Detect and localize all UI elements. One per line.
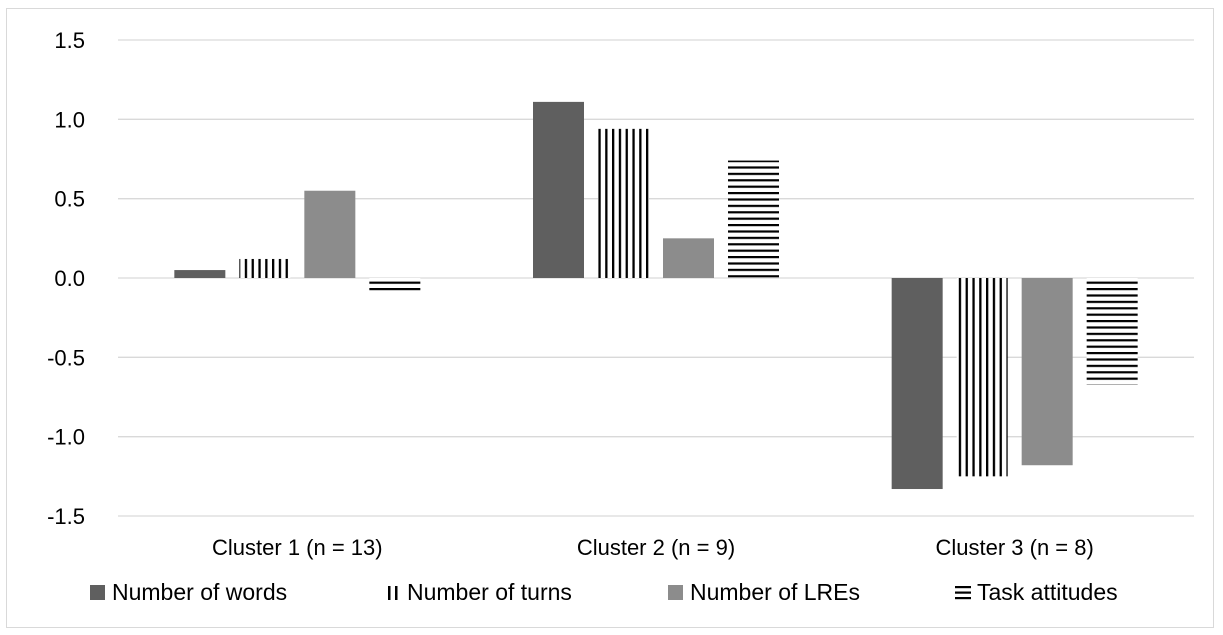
legend-item-task-attitudes: Task attitudes — [955, 579, 1118, 605]
bar-number-of-lres-cluster-1 — [304, 190, 356, 278]
bar-number-of-words-cluster-3 — [891, 278, 943, 490]
legend-item-number-of-words: Number of words — [90, 579, 287, 605]
bars — [174, 101, 1138, 490]
legend-item-number-of-lres: Number of LREs — [668, 579, 860, 605]
bar-number-of-turns-cluster-3 — [956, 278, 1008, 477]
legend-swatch — [90, 585, 105, 600]
x-category-label: Cluster 2 (n = 9) — [577, 535, 735, 560]
y-tick-label: 1.5 — [54, 28, 85, 53]
bar-number-of-lres-cluster-3 — [1021, 278, 1073, 466]
legend-swatch — [668, 585, 683, 600]
legend-item-number-of-turns: Number of turns — [388, 579, 572, 605]
legend-swatch — [955, 586, 971, 600]
chart-frame — [6, 8, 1214, 628]
x-axis-category-labels: Cluster 1 (n = 13) Cluster 2 (n = 9) Clust… — [212, 535, 1094, 560]
y-tick-label: 0.0 — [54, 266, 85, 291]
bar-number-of-lres-cluster-2 — [663, 238, 714, 278]
y-tick-label: -1.5 — [47, 504, 85, 529]
x-category-label: Cluster 1 (n = 13) — [212, 535, 383, 560]
legend-label: Number of turns — [407, 579, 572, 605]
y-tick-label: -0.5 — [47, 345, 85, 370]
legend: Number of words Number of turns Number of … — [90, 579, 1118, 605]
bar-number-of-words-cluster-1 — [174, 270, 226, 278]
legend-swatch — [388, 586, 398, 600]
bar-task-attitudes-cluster-1 — [369, 278, 421, 294]
legend-label: Task attitudes — [977, 579, 1118, 605]
gridlines — [118, 39, 1194, 517]
bar-number-of-turns-cluster-2 — [598, 128, 649, 278]
bar-number-of-words-cluster-2 — [533, 101, 584, 278]
y-tick-label: -1.0 — [47, 425, 85, 450]
legend-label: Number of LREs — [690, 579, 860, 605]
y-tick-label: 0.5 — [54, 187, 85, 212]
bar-task-attitudes-cluster-3 — [1086, 278, 1138, 385]
bar-task-attitudes-cluster-2 — [728, 160, 779, 278]
y-tick-label: 1.0 — [54, 107, 85, 132]
bar-number-of-turns-cluster-1 — [239, 258, 291, 278]
x-category-label: Cluster 3 (n = 8) — [935, 535, 1093, 560]
y-axis-tick-labels: 1.5 1.0 0.5 0.0 -0.5 -1.0 -1.5 — [47, 28, 85, 529]
legend-label: Number of words — [112, 579, 287, 605]
